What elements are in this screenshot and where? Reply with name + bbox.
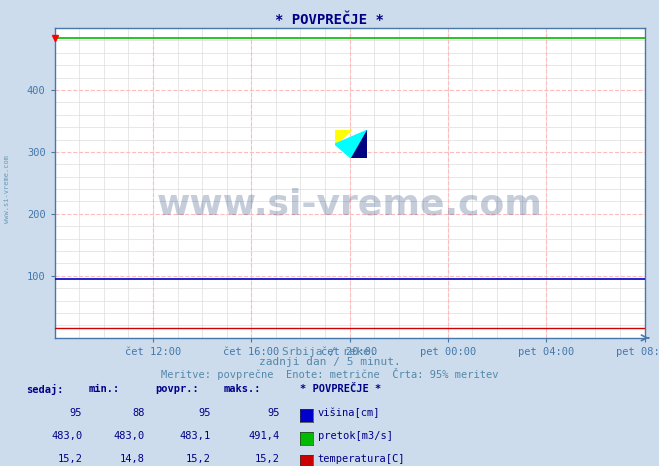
Text: min.:: min.: bbox=[89, 384, 120, 394]
Text: www.si-vreme.com: www.si-vreme.com bbox=[3, 155, 10, 223]
Text: 483,0: 483,0 bbox=[51, 431, 82, 441]
Text: višina[cm]: višina[cm] bbox=[318, 408, 380, 418]
Text: www.si-vreme.com: www.si-vreme.com bbox=[157, 188, 542, 222]
Polygon shape bbox=[351, 130, 367, 158]
Text: 15,2: 15,2 bbox=[57, 454, 82, 464]
Text: 491,4: 491,4 bbox=[249, 431, 280, 441]
Text: temperatura[C]: temperatura[C] bbox=[318, 454, 405, 464]
Text: 88: 88 bbox=[132, 408, 145, 418]
Text: sedaj:: sedaj: bbox=[26, 384, 64, 396]
Text: povpr.:: povpr.: bbox=[155, 384, 198, 394]
Text: * POVPREČJE *: * POVPREČJE * bbox=[275, 13, 384, 27]
Polygon shape bbox=[335, 130, 351, 144]
Text: pretok[m3/s]: pretok[m3/s] bbox=[318, 431, 393, 441]
Text: 95: 95 bbox=[268, 408, 280, 418]
Text: * POVPREČJE *: * POVPREČJE * bbox=[300, 384, 381, 394]
Text: 15,2: 15,2 bbox=[255, 454, 280, 464]
Text: 483,1: 483,1 bbox=[180, 431, 211, 441]
Text: 15,2: 15,2 bbox=[186, 454, 211, 464]
Text: Srbija / reke.: Srbija / reke. bbox=[282, 347, 377, 357]
Text: 14,8: 14,8 bbox=[120, 454, 145, 464]
Text: zadnji dan / 5 minut.: zadnji dan / 5 minut. bbox=[258, 357, 401, 367]
Text: 95: 95 bbox=[198, 408, 211, 418]
Text: 483,0: 483,0 bbox=[114, 431, 145, 441]
Text: maks.:: maks.: bbox=[224, 384, 262, 394]
Text: Meritve: povprečne  Enote: metrične  Črta: 95% meritev: Meritve: povprečne Enote: metrične Črta:… bbox=[161, 368, 498, 380]
Polygon shape bbox=[335, 130, 367, 158]
Text: 95: 95 bbox=[70, 408, 82, 418]
